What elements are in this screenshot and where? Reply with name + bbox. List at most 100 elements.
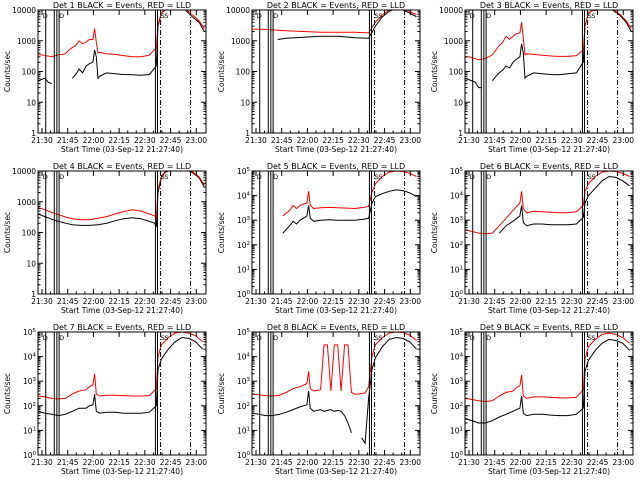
y-tick-label: 1	[31, 290, 36, 299]
x-tick-label: 21:45	[271, 297, 293, 306]
y-tick-label: 105	[23, 328, 37, 337]
y-tick-label: 1000	[444, 37, 463, 46]
x-tick-label: 22:45	[160, 136, 182, 145]
marker-label: D	[43, 334, 48, 342]
x-tick-label: 22:45	[160, 297, 182, 306]
y-axis-title: Counts/sec	[217, 51, 226, 92]
y-tick-label: 101	[450, 265, 463, 274]
x-tick-label: 21:30	[31, 297, 53, 306]
x-tick-label: 23:00	[399, 297, 421, 306]
lld-series-line	[252, 10, 417, 34]
events-series-line	[282, 189, 417, 234]
panel-title: Det 4 BLACK = Events, RED = LLD	[53, 162, 191, 171]
y-tick-label: 100	[23, 451, 37, 460]
y-tick-label: 1	[245, 129, 250, 138]
series-group	[252, 10, 417, 40]
marker-label: D	[470, 173, 475, 181]
x-tick-label: 21:45	[484, 136, 506, 145]
x-tick-label: 22:45	[587, 136, 609, 145]
y-tick-label: 100	[22, 229, 37, 238]
x-tick-label: 21:45	[271, 136, 293, 145]
marker-label: S	[588, 173, 592, 181]
marker-label: S	[591, 12, 595, 20]
y-tick-label: 104	[450, 192, 464, 201]
panel-title: Det 7 BLACK = Events, RED = LLD	[53, 323, 191, 332]
x-tick-label: 21:30	[458, 458, 480, 467]
marker-label: S	[161, 12, 165, 20]
y-tick-label: 103	[23, 377, 37, 386]
x-tick-label: 21:45	[57, 136, 79, 145]
x-tick-label: 21:30	[245, 458, 267, 467]
marker-label: D	[470, 334, 475, 342]
x-tick-label: 21:30	[245, 297, 267, 306]
events-series-line	[38, 10, 205, 85]
plot-frame	[464, 331, 634, 456]
y-tick-label: 1000	[17, 37, 36, 46]
x-tick-label: 22:15	[322, 297, 344, 306]
y-tick-label: 102	[450, 402, 463, 411]
x-axis-title: Start Time (03-Sep-12 21:27:40)	[275, 467, 397, 476]
x-tick-label: 22:15	[108, 136, 130, 145]
marker-label: D	[273, 173, 278, 181]
x-tick-label: 23:00	[612, 136, 634, 145]
marker-label: S	[375, 12, 379, 20]
series-group	[38, 171, 205, 228]
x-tick-label: 22:15	[535, 136, 557, 145]
x-tick-label: 21:30	[31, 458, 53, 467]
x-tick-label: 23:00	[612, 297, 634, 306]
x-tick-label: 22:30	[348, 458, 370, 467]
x-tick-label: 22:45	[374, 136, 396, 145]
marker-label: D	[59, 173, 64, 181]
y-axis-title: Counts/sec	[3, 212, 12, 253]
x-tick-label: 21:30	[31, 136, 53, 145]
x-tick-label: 23:00	[185, 458, 207, 467]
plot-frame	[464, 170, 634, 295]
y-tick-label: 1000	[231, 37, 250, 46]
series-group	[465, 10, 632, 89]
plot-frame	[251, 9, 421, 134]
marker-label: S	[164, 334, 168, 342]
plot-frame	[464, 9, 634, 134]
y-tick-label: 100	[236, 68, 251, 77]
y-tick-label: 1	[458, 129, 463, 138]
panel-title: Det 6 BLACK = Events, RED = LLD	[480, 162, 618, 171]
y-tick-label: 103	[237, 377, 251, 386]
marker-label: D	[486, 12, 491, 20]
panel-title: Det 5 BLACK = Events, RED = LLD	[267, 162, 405, 171]
marker-label: D	[257, 334, 262, 342]
x-tick-label: 22:30	[348, 297, 370, 306]
marker-label: D	[486, 173, 491, 181]
marker-label: D	[257, 173, 262, 181]
y-tick-label: 104	[450, 353, 464, 362]
y-tick-label: 10	[240, 98, 250, 107]
marker-label: D	[59, 334, 64, 342]
marker-label: S	[375, 173, 379, 181]
panel-title: Det 2 BLACK = Events, RED = LLD	[267, 1, 405, 10]
marker-label: S	[161, 173, 165, 181]
y-tick-label: 10	[453, 98, 463, 107]
x-tick-label: 21:45	[271, 458, 293, 467]
y-tick-label: 10000	[439, 6, 463, 15]
y-tick-label: 10000	[12, 167, 36, 176]
marker-label: S	[164, 12, 168, 20]
x-tick-label: 22:00	[297, 297, 319, 306]
x-axis-title: Start Time (03-Sep-12 21:27:40)	[488, 306, 610, 315]
x-tick-label: 22:45	[374, 458, 396, 467]
x-tick-label: 22:00	[510, 136, 532, 145]
x-tick-label: 22:00	[83, 136, 105, 145]
x-tick-label: 22:45	[160, 458, 182, 467]
marker-label: D	[273, 12, 278, 20]
series-group	[465, 332, 630, 424]
plot-frame	[37, 331, 207, 456]
y-tick-label: 1000	[17, 198, 36, 207]
y-tick-label: 10	[26, 98, 36, 107]
events-series-line	[38, 336, 203, 417]
x-tick-label: 21:30	[245, 136, 267, 145]
marker-label: S	[378, 12, 382, 20]
marker-label: D	[486, 334, 491, 342]
